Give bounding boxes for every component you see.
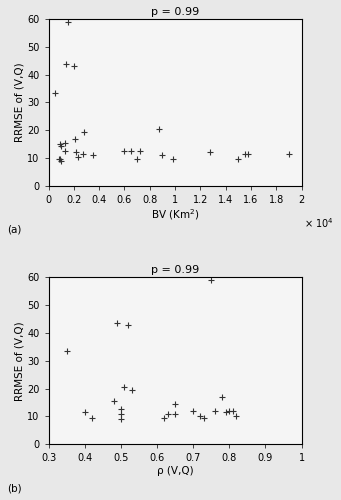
X-axis label: BV (Km$^2$): BV (Km$^2$) (151, 208, 199, 222)
Text: (a): (a) (7, 224, 21, 234)
Title: p = 0.99: p = 0.99 (151, 266, 199, 276)
Text: × 10$^4$: × 10$^4$ (304, 216, 334, 230)
X-axis label: ρ (V,Q): ρ (V,Q) (157, 466, 193, 476)
Y-axis label: RRMSE of (V,Q): RRMSE of (V,Q) (14, 321, 25, 400)
Text: (b): (b) (7, 483, 21, 493)
Y-axis label: RRMSE of (V,Q): RRMSE of (V,Q) (14, 62, 25, 142)
Title: p = 0.99: p = 0.99 (151, 7, 199, 17)
